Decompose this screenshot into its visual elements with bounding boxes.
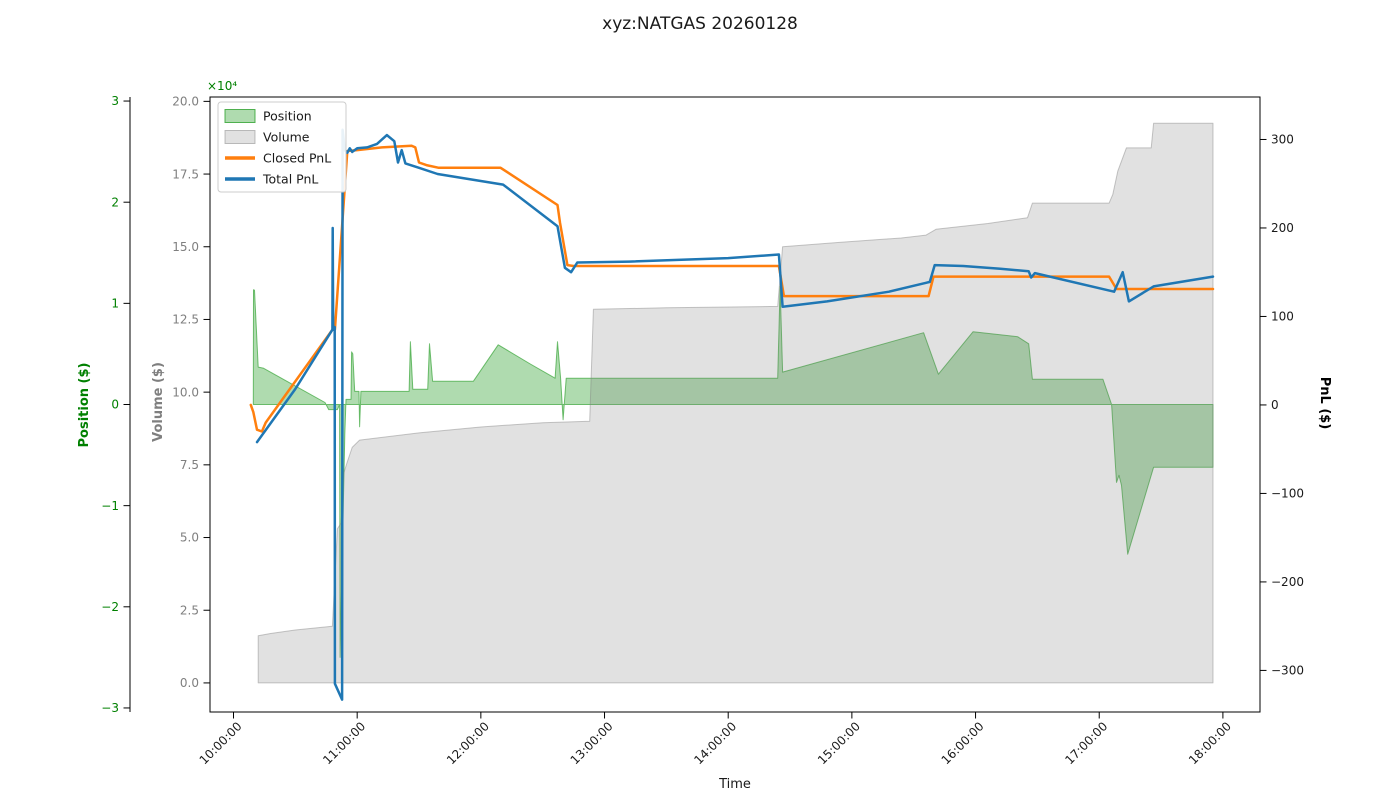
pnl-tick-label: −300 [1271,664,1304,678]
legend-label-position: Position [263,108,312,123]
pnl-tick-label: 300 [1271,133,1294,147]
volume-axis-title: Volume ($) [151,362,166,442]
position-tick-label: −1 [101,499,119,513]
position-tick-label: 2 [111,195,119,209]
series-line-closed-pnl [249,144,1215,433]
time-tick-label: 11:00:00 [320,719,368,767]
volume-offset-text: ×10⁴ [207,79,237,93]
time-tick-label: 10:00:00 [197,719,245,767]
volume-tick-label: 17.5 [172,167,199,181]
position-axis-title: Position ($) [77,363,92,448]
time-tick-label: 17:00:00 [1062,719,1110,767]
volume-tick-label: 12.5 [172,313,199,327]
time-tick-label: 13:00:00 [568,719,616,767]
position-tick-label: −3 [101,701,119,715]
position-tick-label: 0 [111,398,119,412]
legend-box [217,101,347,193]
volume-tick-label: 2.5 [180,603,199,617]
pnl-tick-label: 200 [1271,221,1294,235]
volume-tick-label: 7.5 [180,458,199,472]
position-tick-label: 3 [111,94,119,108]
series-area-position [252,285,1214,658]
volume-tick-label: 0.0 [180,676,199,690]
pnl-axis-title: PnL ($) [1317,377,1332,430]
pnl-tick-label: −200 [1271,575,1304,589]
time-axis-title: Time [718,777,751,792]
legend-patch-position [224,109,256,123]
series-area-volume [257,122,1214,684]
pnl-tick-label: 100 [1271,310,1294,324]
series-line-total-pnl [255,128,1215,701]
volume-tick-label: 15.0 [172,240,199,254]
volume-tick-label: 10.0 [172,385,199,399]
time-tick-label: 14:00:00 [691,719,739,767]
volume-tick-label: 20.0 [172,95,199,109]
position-tick-label: 1 [111,297,119,311]
time-tick-label: 12:00:00 [444,719,492,767]
pnl-tick-label: −100 [1271,487,1304,501]
time-tick-label: 15:00:00 [815,719,863,767]
time-tick-label: 18:00:00 [1186,719,1234,767]
legend-label-total-pnl: Total PnL [262,171,318,186]
legend-label-closed-pnl: Closed PnL [263,150,331,165]
pnl-tick-label: 0 [1271,398,1279,412]
position-tick-label: −2 [101,600,119,614]
volume-tick-label: 5.0 [180,531,199,545]
time-tick-label: 16:00:00 [939,719,987,767]
legend-label-volume: Volume [263,129,310,144]
chart-title: xyz:NATGAS 20260128 [602,14,798,34]
legend-patch-volume [224,130,256,144]
